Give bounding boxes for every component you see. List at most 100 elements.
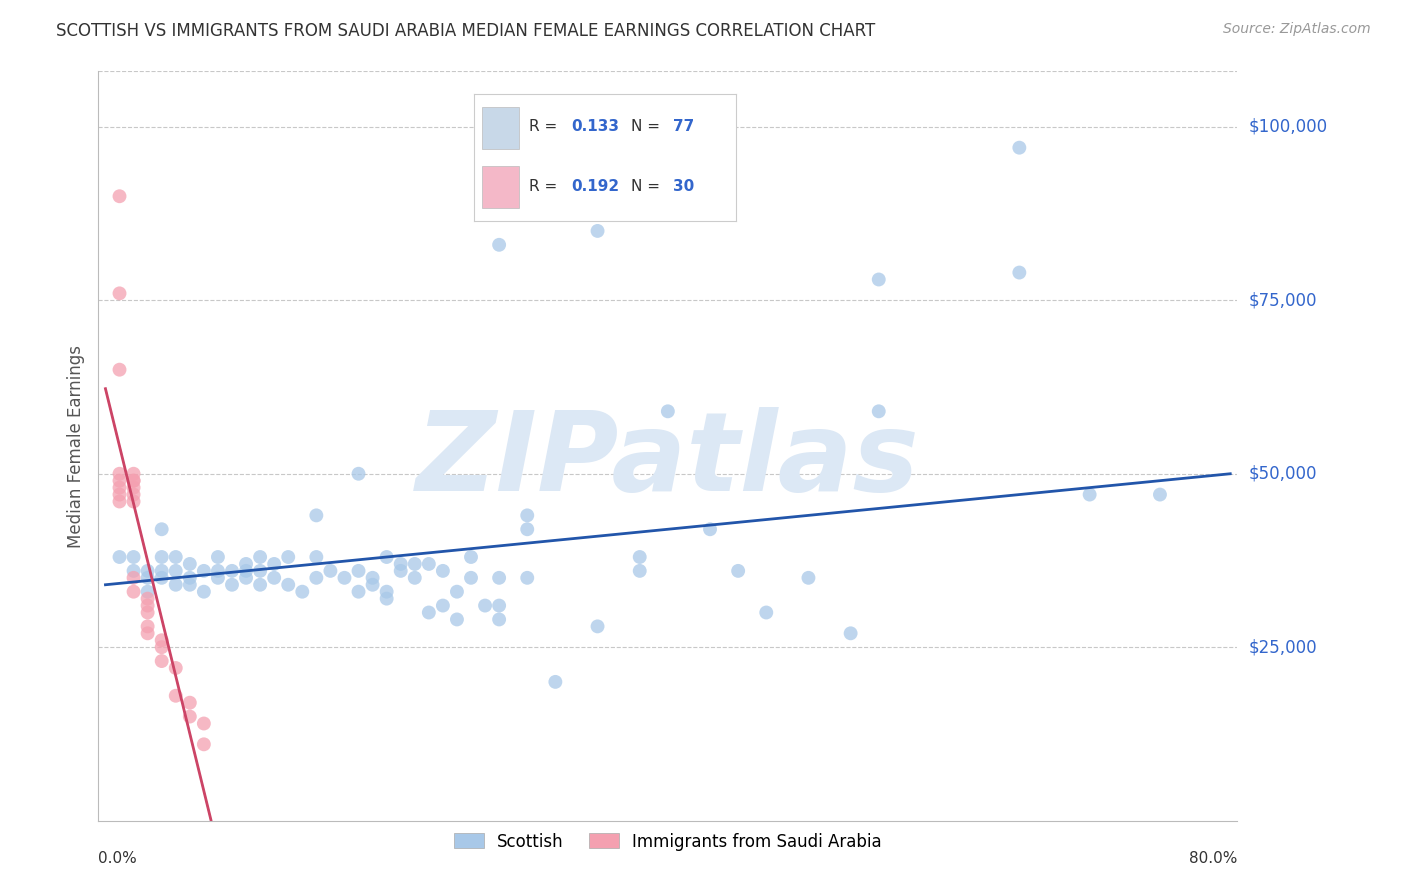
Point (249, 564, 271, 578)
Point (418, 606, 440, 620)
Point (136, 591, 159, 606)
Point (305, 571, 328, 585)
Point (122, 467, 145, 481)
Point (108, 362, 131, 376)
Point (108, 474, 131, 488)
Point (193, 737, 215, 751)
Point (277, 549, 299, 564)
Point (516, 508, 538, 523)
Point (235, 571, 257, 585)
Point (488, 612, 510, 626)
Point (727, 564, 749, 578)
Point (305, 549, 328, 564)
Point (122, 474, 145, 488)
Point (333, 571, 356, 585)
Point (108, 487, 131, 501)
Point (263, 571, 285, 585)
Point (179, 578, 201, 592)
Point (249, 549, 271, 564)
Point (446, 584, 468, 599)
Legend: Scottish, Immigrants from Saudi Arabia: Scottish, Immigrants from Saudi Arabia (447, 826, 889, 857)
Point (488, 571, 510, 585)
Point (418, 557, 440, 571)
Point (165, 549, 187, 564)
Point (375, 584, 398, 599)
Point (1008, 141, 1031, 155)
Point (347, 467, 370, 481)
Point (136, 619, 159, 633)
Point (179, 709, 201, 723)
Point (136, 564, 159, 578)
Point (305, 508, 328, 523)
Point (108, 467, 131, 481)
Point (432, 599, 454, 613)
Point (488, 237, 510, 252)
Point (249, 578, 271, 592)
Point (136, 626, 159, 640)
Text: 0.0%: 0.0% (98, 851, 138, 866)
Point (108, 189, 131, 203)
Point (460, 571, 482, 585)
Point (347, 564, 370, 578)
Point (628, 564, 651, 578)
Point (150, 654, 173, 668)
Point (389, 564, 412, 578)
Point (277, 578, 299, 592)
Point (586, 619, 609, 633)
Point (221, 578, 243, 592)
Point (150, 564, 173, 578)
Point (586, 224, 609, 238)
Point (361, 578, 384, 592)
Point (179, 571, 201, 585)
Point (657, 404, 679, 418)
Point (235, 564, 257, 578)
Point (460, 549, 482, 564)
Point (150, 640, 173, 655)
Point (868, 272, 890, 286)
Point (755, 606, 778, 620)
Point (108, 286, 131, 301)
Point (136, 599, 159, 613)
Point (404, 571, 426, 585)
Point (150, 571, 173, 585)
Point (319, 564, 342, 578)
Point (404, 557, 426, 571)
Point (122, 584, 145, 599)
Point (628, 549, 651, 564)
Point (1008, 266, 1031, 280)
Point (165, 564, 187, 578)
Point (150, 549, 173, 564)
Point (221, 564, 243, 578)
Point (136, 571, 159, 585)
Point (136, 606, 159, 620)
Point (516, 522, 538, 536)
Text: ZIPatlas: ZIPatlas (416, 408, 920, 515)
Point (699, 522, 721, 536)
Point (207, 571, 229, 585)
Point (122, 494, 145, 508)
Point (797, 571, 820, 585)
Point (136, 584, 159, 599)
Point (868, 404, 890, 418)
Point (516, 571, 538, 585)
Point (291, 584, 314, 599)
Point (446, 612, 468, 626)
Text: 80.0%: 80.0% (1189, 851, 1237, 866)
Point (108, 481, 131, 495)
Point (432, 564, 454, 578)
Point (235, 557, 257, 571)
Point (108, 494, 131, 508)
Point (122, 487, 145, 501)
Point (122, 564, 145, 578)
Point (1149, 487, 1171, 501)
Point (150, 522, 173, 536)
Point (389, 557, 412, 571)
Point (193, 716, 215, 731)
Point (165, 578, 187, 592)
Point (122, 474, 145, 488)
Point (375, 549, 398, 564)
Text: $75,000: $75,000 (1249, 292, 1317, 310)
Point (1078, 487, 1101, 501)
Point (150, 633, 173, 648)
Point (165, 661, 187, 675)
